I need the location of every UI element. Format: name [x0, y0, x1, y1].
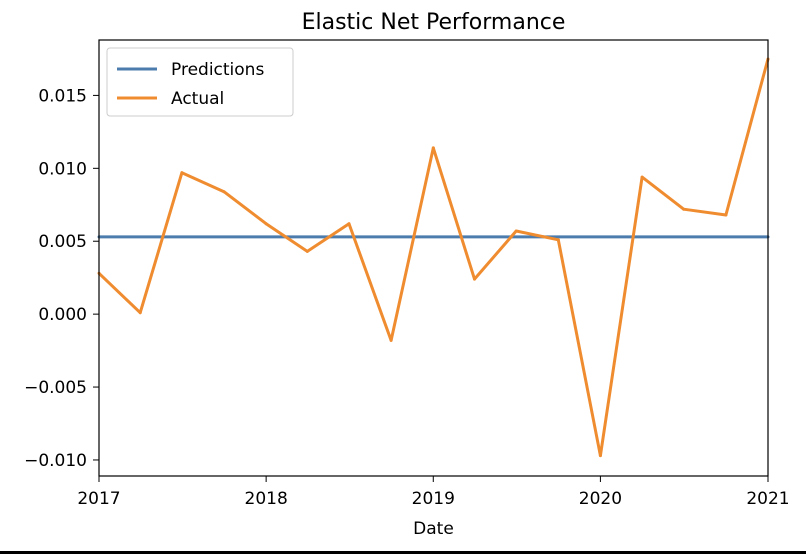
- data-point-actual: [264, 222, 268, 226]
- legend: Predictions Actual: [106, 47, 294, 117]
- y-axis: 0.015 0.010 0.005 0.000 −0.005 −0.010: [24, 86, 99, 471]
- data-point-actual: [514, 229, 518, 233]
- data-point-actual: [682, 207, 686, 211]
- data-point-actual: [640, 175, 644, 179]
- x-axis: 2017 2018 2019 2020 2021: [77, 476, 790, 509]
- y-tick-label: 0.005: [38, 232, 87, 252]
- x-tick-label: 2019: [412, 489, 455, 509]
- x-tick-label: 2021: [746, 489, 789, 509]
- data-point-actual: [305, 249, 309, 253]
- data-point-actual: [473, 277, 476, 281]
- legend-label-actual: Actual: [171, 89, 224, 109]
- series-line-actual: [97, 58, 770, 458]
- y-tick-label: 0.015: [38, 86, 87, 106]
- plot-frame: [98, 39, 769, 477]
- data-point-actual: [222, 190, 226, 194]
- data-point-actual: [138, 311, 142, 315]
- bottom-border: [0, 551, 806, 554]
- y-tick-label: 0.010: [38, 159, 87, 179]
- data-point-actual: [431, 146, 435, 150]
- data-point-actual: [724, 213, 728, 217]
- data-point-actual: [180, 171, 184, 175]
- x-tick-label: 2017: [77, 489, 120, 509]
- x-tick-label: 2020: [579, 489, 622, 509]
- y-tick-label: −0.005: [24, 378, 87, 398]
- x-axis-label: Date: [413, 519, 454, 539]
- y-tick-label: −0.010: [24, 451, 87, 471]
- series-layer: [97, 57, 770, 458]
- data-point-actual: [389, 338, 393, 342]
- chart-title: Elastic Net Performance: [302, 10, 566, 35]
- x-tick-label: 2018: [245, 489, 288, 509]
- y-tick-label: 0.000: [38, 305, 87, 325]
- data-point-actual: [556, 238, 560, 242]
- legend-label-predictions: Predictions: [171, 60, 264, 80]
- data-point-actual: [598, 454, 602, 458]
- data-point-actual: [347, 222, 351, 226]
